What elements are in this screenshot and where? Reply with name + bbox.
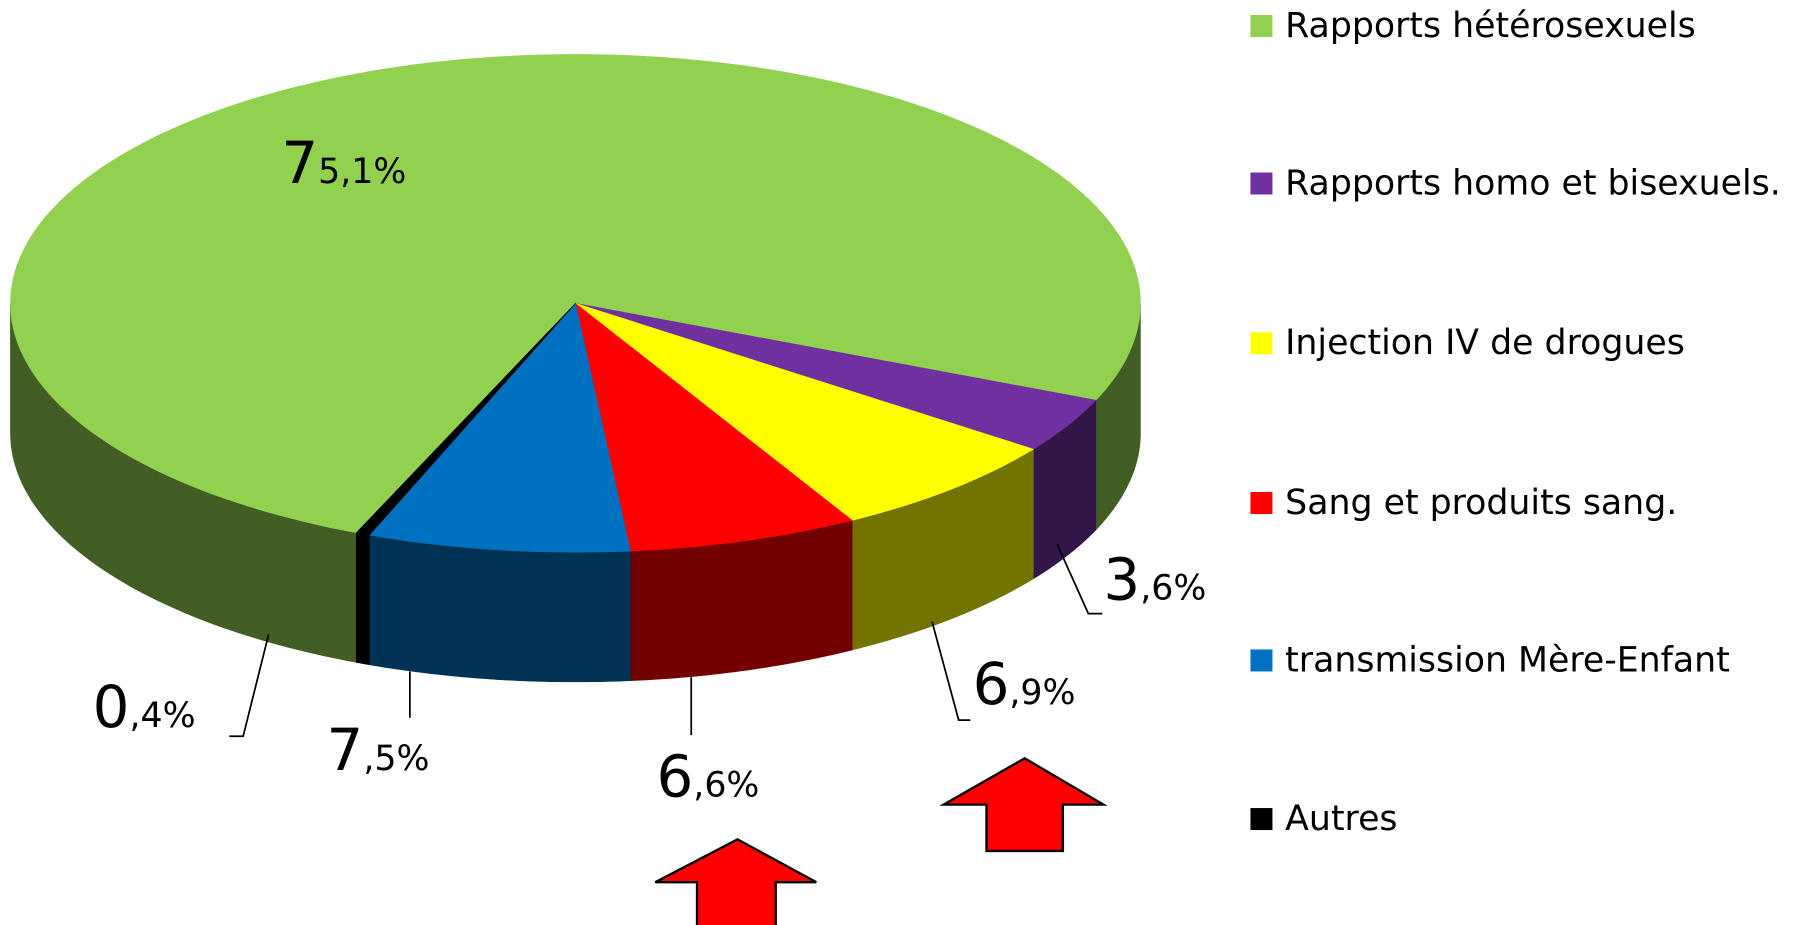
labels: 75,1% 3,6% 6,9% 6,6% 7,5% 0,4% xyxy=(93,129,1207,811)
data-label: 6,6% xyxy=(656,742,759,810)
arrow xyxy=(939,756,1108,853)
legend-label: transmission Mère-Enfant xyxy=(1285,640,1730,680)
data-label: 3,6% xyxy=(1103,546,1206,614)
legend-swatch xyxy=(1250,649,1273,672)
legend-label: Injection IV de drogues xyxy=(1285,323,1685,363)
slice xyxy=(368,302,631,553)
data-label: 0,4% xyxy=(93,673,196,741)
leader-line xyxy=(931,621,971,721)
slice xyxy=(574,302,853,552)
data-label: 75,1% xyxy=(281,129,406,197)
data-label: 6,9% xyxy=(973,650,1076,718)
leader-line xyxy=(1056,543,1103,615)
slice xyxy=(10,54,1141,534)
legend-swatch xyxy=(1250,15,1273,38)
slice xyxy=(355,303,576,536)
legend-swatch xyxy=(1250,332,1273,355)
leader-line xyxy=(229,634,270,738)
arrow xyxy=(654,838,817,925)
legend-label: Rapports hétérosexuels xyxy=(1285,6,1696,46)
legend-swatch xyxy=(1250,808,1273,831)
legend-label: Autres xyxy=(1285,799,1397,839)
legend-swatch xyxy=(1250,172,1273,195)
slice xyxy=(575,303,1035,521)
slice-side xyxy=(355,532,370,666)
slice xyxy=(575,303,1097,450)
slices xyxy=(10,54,1141,683)
slice-side xyxy=(369,534,631,683)
legend-label: Rapports homo et bisexuels. xyxy=(1285,163,1781,203)
data-label: 7,5% xyxy=(327,716,430,784)
legend-swatch xyxy=(1250,492,1273,515)
legend-label: Sang et produits sang. xyxy=(1285,483,1677,523)
legend: Rapports hétérosexuels Rapports homo et b… xyxy=(1250,6,1781,839)
